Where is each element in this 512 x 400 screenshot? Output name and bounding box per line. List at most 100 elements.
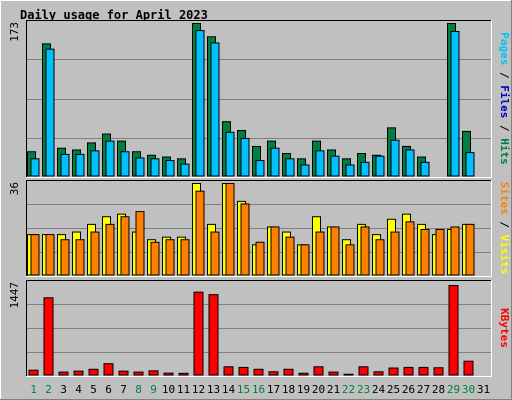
bar-sites [165,239,175,276]
bar-files [285,158,295,177]
x-tick-label: 7 [120,383,127,396]
chart-panels: 173 Pages / Files / Hits 36 Sites / Visits 1… [8,20,511,377]
bar-sites [195,190,205,276]
bar-files [300,164,310,177]
x-tick-label: 4 [75,383,82,396]
panel-legend: Sites / Visits [498,182,511,275]
bar-files [240,137,250,177]
x-tick-label: 23 [357,383,370,396]
x-tick-label: 12 [192,383,205,396]
bar-kbytes [433,367,444,376]
bar-files [225,131,235,177]
legend-sep: / [498,65,511,85]
bar-sites [60,239,70,276]
y-axis-max-label: 36 [8,182,21,195]
legend-kbytes: KBytes [498,308,511,348]
bar-sites [300,244,310,276]
bar-files [375,155,385,177]
x-tick-label: 5 [90,383,97,396]
legend-sep: / [498,118,511,138]
panel-hits-files: 173 Pages / Files / Hits [8,20,511,178]
bar-sites [330,226,340,276]
bar-sites [420,229,430,276]
bar-sites [360,226,370,276]
legend-hits: Hits [498,138,511,165]
legend-files: Files [498,85,511,118]
bar-sites [90,231,100,276]
bar-sites [315,231,325,276]
x-tick-label: 31 [477,383,490,396]
bar-kbytes [298,372,309,376]
x-tick-label: 16 [252,383,265,396]
x-tick-label: 21 [327,383,340,396]
bar-files [165,160,175,177]
bar-sites [45,234,55,276]
bar-files [330,155,340,177]
bar-kbytes [358,366,369,376]
x-tick-label: 11 [177,383,190,396]
bar-files [75,153,85,177]
x-tick-label: 10 [162,383,175,396]
bar-files [420,161,430,177]
bar-kbytes [268,371,279,376]
x-axis-labels: 1 2 3 4 5 6 7 8 9 10 11 12 13 14 15 16 17 18 19 20 21 22 23 24 2… [30,383,490,396]
panel-legend: KBytes [498,308,511,348]
bar-files [390,139,400,177]
bar-files [450,30,460,177]
bar-kbytes [373,371,384,376]
bar-sites [345,244,355,276]
x-tick-label: 25 [387,383,400,396]
bar-sites [150,241,160,276]
y-axis-max-label: 173 [8,22,21,42]
chart-title: Daily usage for April 2023 [20,8,208,22]
bar-files [255,160,265,177]
bar-kbytes [343,373,354,376]
bar-files [315,150,325,177]
bar-kbytes [223,366,234,376]
bar-kbytes [43,297,54,376]
bar-sites [375,239,385,276]
y-axis-max-label: 1447 [8,282,21,309]
bar-sites [105,223,115,276]
x-tick-label: 28 [432,383,445,396]
bar-files [60,153,70,177]
bar-kbytes [73,370,84,376]
bar-sites [240,203,250,276]
bar-kbytes [418,366,429,376]
bar-sites [270,226,280,276]
x-tick-label: 24 [372,383,386,396]
bar-kbytes [403,366,414,376]
bar-kbytes [193,291,204,376]
bar-kbytes [58,371,69,376]
bar-sites [435,229,445,276]
bar-sites [120,216,130,276]
bar-sites [135,211,145,276]
bar-kbytes [238,366,249,376]
legend-visits: Visits [498,235,511,275]
bar-files [135,157,145,177]
bar-files [405,149,415,177]
bar-files [360,161,370,177]
bar-files [150,158,160,177]
legend-sep: / [498,215,511,235]
bar-kbytes [208,294,219,376]
bar-files [180,163,190,177]
x-tick-label: 30 [462,383,475,396]
bar-kbytes [148,370,159,376]
bar-files [120,151,130,177]
x-tick-label: 20 [312,383,325,396]
bar-kbytes [163,372,174,376]
x-tick-label: 3 [60,383,67,396]
bar-files [210,42,220,177]
x-tick-label: 22 [342,383,355,396]
x-tick-label: 13 [207,383,220,396]
bar-files [90,150,100,177]
x-tick-label: 6 [105,383,112,396]
bar-files [105,140,115,177]
x-tick-label: 27 [417,383,430,396]
bar-kbytes [133,371,144,376]
bar-kbytes [178,372,189,376]
bar-sites [180,239,190,276]
bar-sites [285,236,295,276]
